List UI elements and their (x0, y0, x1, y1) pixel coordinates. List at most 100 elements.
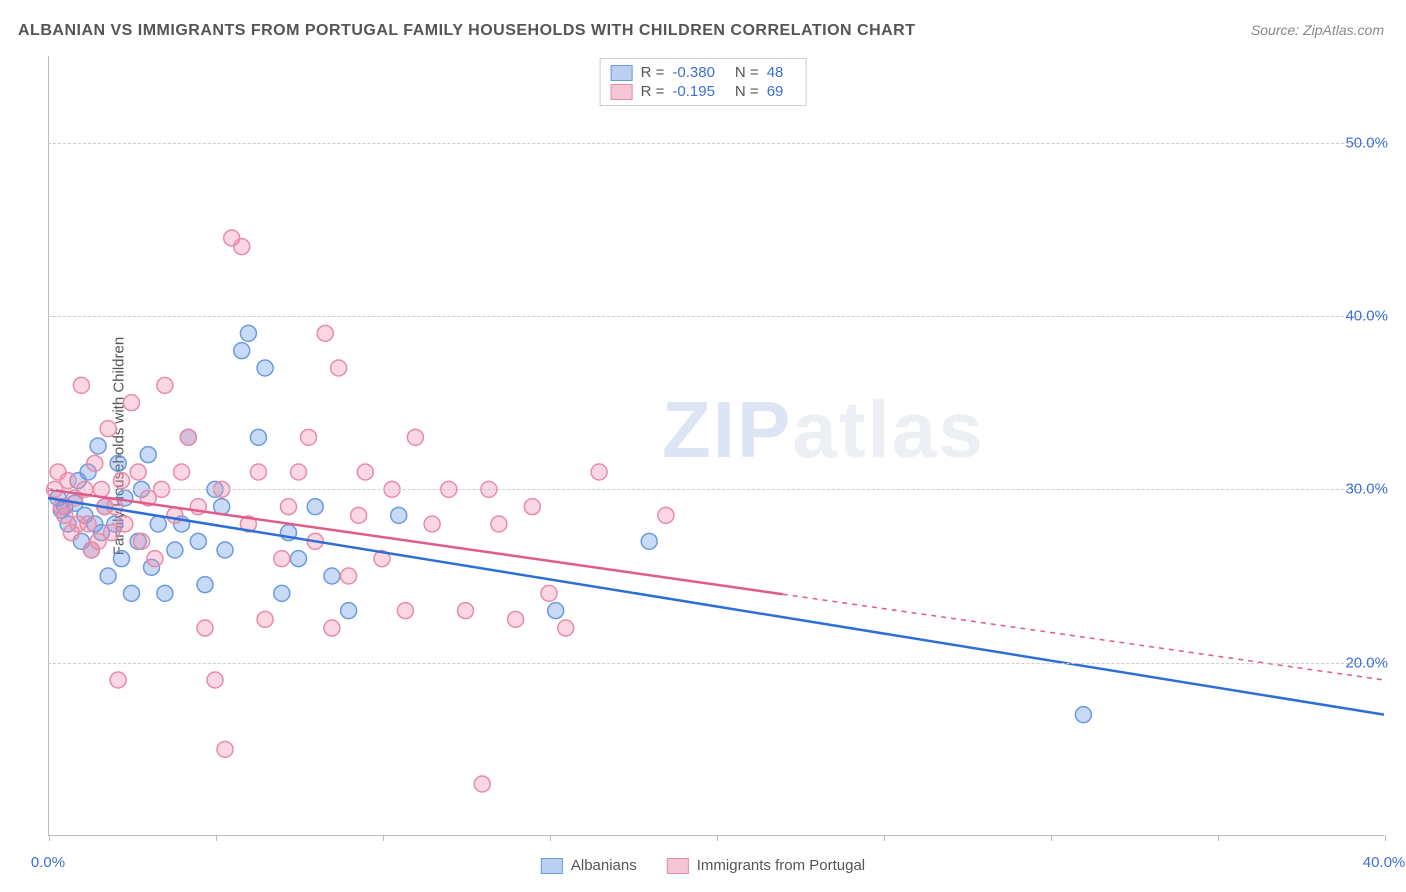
data-point (280, 499, 296, 515)
chart-container: ALBANIAN VS IMMIGRANTS FROM PORTUGAL FAM… (0, 0, 1406, 892)
data-point (190, 533, 206, 549)
data-point (197, 620, 213, 636)
data-point (331, 360, 347, 376)
data-point (234, 343, 250, 359)
gridline-h (48, 316, 1384, 317)
data-point (274, 585, 290, 601)
legend-swatch (667, 858, 689, 874)
y-tick-label: 30.0% (1345, 481, 1388, 498)
gridline-h (48, 143, 1384, 144)
data-point (424, 516, 440, 532)
data-point (147, 551, 163, 567)
data-point (307, 499, 323, 515)
data-point (357, 464, 373, 480)
y-tick-label: 50.0% (1345, 134, 1388, 151)
data-point (73, 377, 89, 393)
data-point (174, 464, 190, 480)
data-point (207, 672, 223, 688)
legend-swatch (611, 84, 633, 100)
data-point (351, 507, 367, 523)
gridline-h (48, 489, 1384, 490)
r-value: -0.195 (672, 83, 715, 100)
data-point (157, 377, 173, 393)
data-point (250, 429, 266, 445)
data-point (274, 551, 290, 567)
data-point (134, 533, 150, 549)
data-point (341, 568, 357, 584)
data-point (124, 585, 140, 601)
trend-line (48, 489, 783, 594)
data-point (234, 239, 250, 255)
data-point (1075, 707, 1091, 723)
gridline-h (48, 663, 1384, 664)
r-label: R = (641, 64, 665, 81)
legend-series-label: Albanians (571, 857, 637, 874)
data-point (150, 516, 166, 532)
data-point (117, 516, 133, 532)
data-point (317, 325, 333, 341)
data-point (324, 568, 340, 584)
legend-stats: R = -0.380 N = 48R = -0.195 N = 69 (600, 58, 807, 106)
data-point (87, 455, 103, 471)
data-point (167, 542, 183, 558)
y-tick-label: 20.0% (1345, 654, 1388, 671)
data-point (474, 776, 490, 792)
legend-swatch (611, 65, 633, 81)
data-point (548, 603, 564, 619)
n-value: 48 (767, 64, 784, 81)
legend-series-item: Albanians (541, 857, 637, 874)
data-point (301, 429, 317, 445)
data-point (100, 421, 116, 437)
data-point (291, 464, 307, 480)
y-tick-label: 40.0% (1345, 308, 1388, 325)
r-label: R = (641, 83, 665, 100)
data-point (130, 464, 146, 480)
data-point (140, 447, 156, 463)
data-point (167, 507, 183, 523)
chart-source: Source: ZipAtlas.com (1251, 22, 1384, 38)
plot-svg (48, 56, 1384, 836)
legend-series: Albanians Immigrants from Portugal (541, 857, 865, 874)
x-tick-label: 40.0% (1363, 854, 1406, 871)
data-point (458, 603, 474, 619)
r-value: -0.380 (672, 64, 715, 81)
data-point (100, 568, 116, 584)
legend-series-label: Immigrants from Portugal (697, 857, 865, 874)
data-point (197, 577, 213, 593)
data-point (250, 464, 266, 480)
trend-line (48, 498, 1384, 715)
data-point (341, 603, 357, 619)
data-point (110, 455, 126, 471)
data-point (124, 395, 140, 411)
data-point (558, 620, 574, 636)
data-point (641, 533, 657, 549)
data-point (157, 585, 173, 601)
data-point (180, 429, 196, 445)
data-point (591, 464, 607, 480)
n-value: 69 (767, 83, 784, 100)
data-point (257, 360, 273, 376)
data-point (658, 507, 674, 523)
legend-stat-row: R = -0.195 N = 69 (611, 82, 796, 101)
data-point (240, 325, 256, 341)
legend-swatch (541, 858, 563, 874)
data-point (110, 672, 126, 688)
data-point (397, 603, 413, 619)
data-point (217, 542, 233, 558)
data-point (324, 620, 340, 636)
data-point (291, 551, 307, 567)
data-point (508, 611, 524, 627)
data-point (80, 516, 96, 532)
data-point (113, 473, 129, 489)
chart-title: ALBANIAN VS IMMIGRANTS FROM PORTUGAL FAM… (18, 22, 916, 40)
data-point (524, 499, 540, 515)
data-point (407, 429, 423, 445)
data-point (217, 741, 233, 757)
x-tick-label: 0.0% (31, 854, 65, 871)
data-point (491, 516, 507, 532)
data-point (60, 473, 76, 489)
n-label: N = (735, 83, 759, 100)
data-point (257, 611, 273, 627)
legend-series-item: Immigrants from Portugal (667, 857, 865, 874)
data-point (541, 585, 557, 601)
